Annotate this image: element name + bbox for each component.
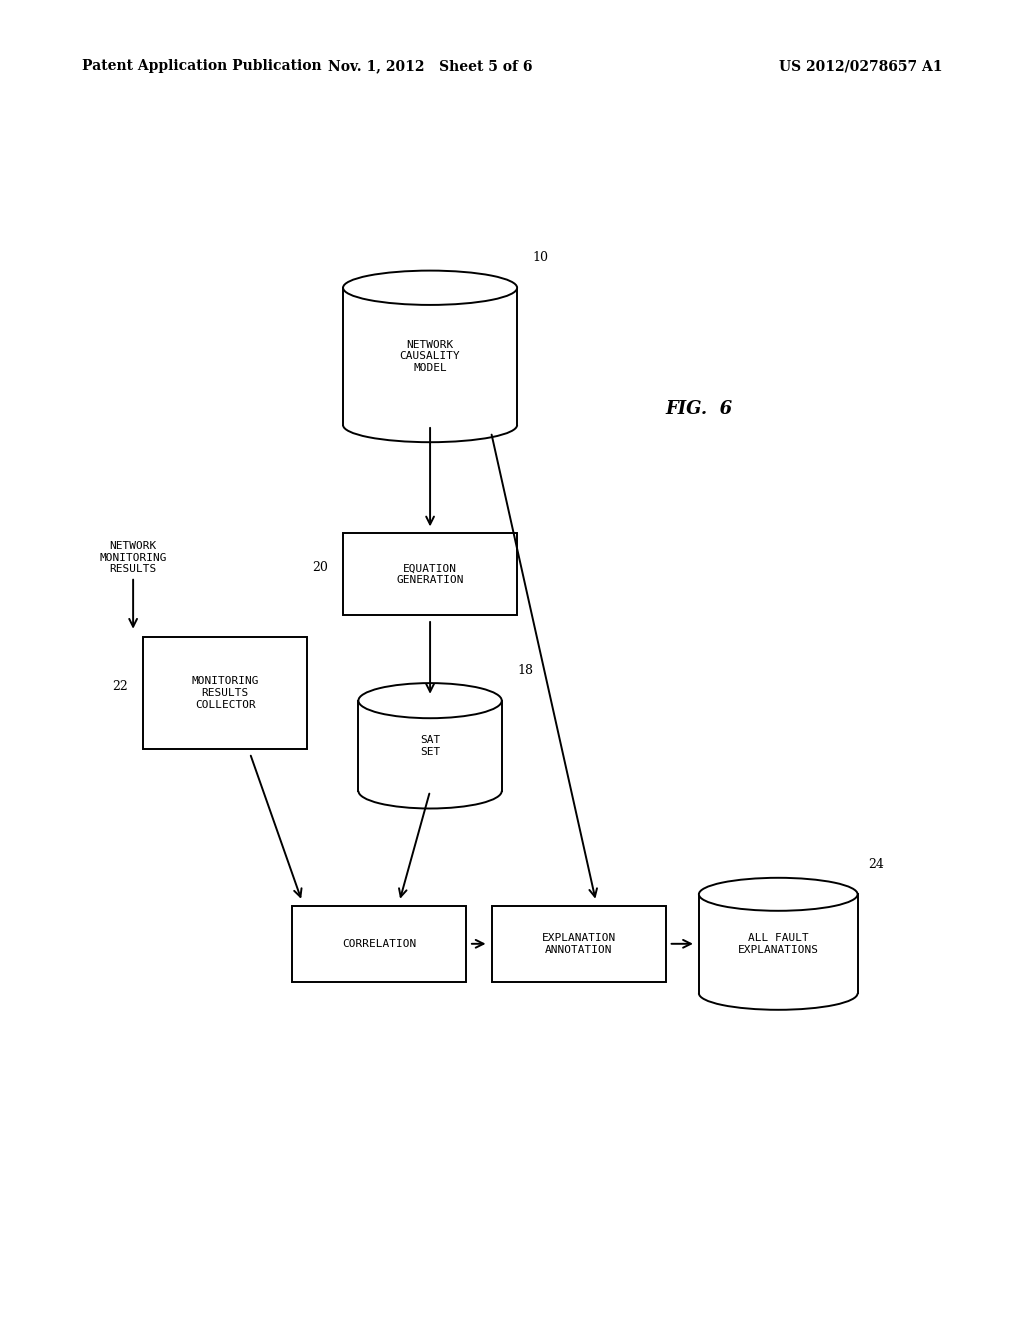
Text: ALL FAULT
EXPLANATIONS: ALL FAULT EXPLANATIONS (737, 933, 819, 954)
Text: SAT
SET: SAT SET (420, 735, 440, 756)
Text: Patent Application Publication: Patent Application Publication (82, 59, 322, 74)
Text: 18: 18 (517, 664, 534, 676)
Text: EXPLANATION
ANNOTATION: EXPLANATION ANNOTATION (542, 933, 615, 954)
Text: NETWORK
MONITORING
RESULTS: NETWORK MONITORING RESULTS (99, 541, 167, 574)
Ellipse shape (343, 271, 517, 305)
Ellipse shape (698, 878, 858, 911)
Bar (292, 906, 466, 982)
Bar (343, 288, 517, 425)
Bar (358, 701, 502, 791)
Ellipse shape (358, 682, 502, 718)
Bar (698, 895, 858, 993)
Text: MONITORING
RESULTS
COLLECTOR: MONITORING RESULTS COLLECTOR (191, 676, 259, 710)
Bar (143, 638, 307, 750)
Text: 24: 24 (868, 858, 884, 871)
Bar (492, 906, 666, 982)
Text: Nov. 1, 2012   Sheet 5 of 6: Nov. 1, 2012 Sheet 5 of 6 (328, 59, 532, 74)
Text: US 2012/0278657 A1: US 2012/0278657 A1 (778, 59, 942, 74)
Text: NETWORK
CAUSALITY
MODEL: NETWORK CAUSALITY MODEL (399, 339, 461, 374)
Text: EQUATION
GENERATION: EQUATION GENERATION (396, 564, 464, 585)
Text: 20: 20 (311, 561, 328, 574)
Text: 22: 22 (113, 680, 128, 693)
Text: 10: 10 (532, 251, 549, 264)
Text: FIG.  6: FIG. 6 (666, 400, 733, 418)
Bar (343, 533, 517, 615)
Text: CORRELATION: CORRELATION (342, 939, 416, 949)
